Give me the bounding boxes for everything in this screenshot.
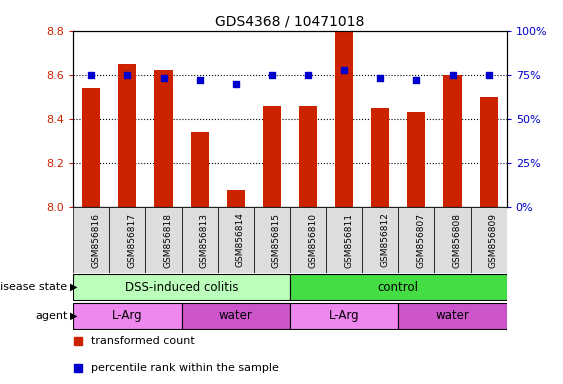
- Point: [195, 77, 204, 83]
- Point: [123, 72, 132, 78]
- Point: [339, 66, 348, 73]
- Point: [303, 72, 312, 78]
- Point: [448, 72, 457, 78]
- Bar: [408, 113, 426, 207]
- Bar: [109, 207, 145, 273]
- Bar: [73, 207, 109, 273]
- Text: GSM856815: GSM856815: [272, 213, 281, 268]
- Bar: [471, 207, 507, 273]
- Point: [231, 81, 240, 87]
- Bar: [154, 71, 172, 207]
- Title: GDS4368 / 10471018: GDS4368 / 10471018: [215, 14, 365, 28]
- Bar: [399, 207, 435, 273]
- Bar: [145, 207, 181, 273]
- Bar: [181, 207, 218, 273]
- Bar: [335, 31, 353, 207]
- Text: control: control: [378, 281, 419, 293]
- Bar: [82, 88, 100, 207]
- Bar: [73, 274, 290, 300]
- Text: disease state: disease state: [0, 282, 68, 292]
- Bar: [326, 207, 362, 273]
- Bar: [218, 207, 254, 273]
- Bar: [362, 207, 399, 273]
- Text: GSM856809: GSM856809: [489, 213, 498, 268]
- Bar: [73, 303, 181, 329]
- Text: transformed count: transformed count: [91, 336, 194, 346]
- Text: GSM856807: GSM856807: [417, 213, 426, 268]
- Bar: [290, 303, 399, 329]
- Bar: [444, 75, 462, 207]
- Bar: [399, 303, 507, 329]
- Text: GSM856813: GSM856813: [200, 213, 209, 268]
- Text: ▶: ▶: [70, 282, 78, 292]
- Point: [484, 72, 493, 78]
- Text: DSS-induced colitis: DSS-induced colitis: [125, 281, 238, 293]
- Bar: [435, 207, 471, 273]
- Bar: [118, 64, 136, 207]
- Text: GSM856814: GSM856814: [236, 213, 245, 268]
- Bar: [191, 132, 209, 207]
- Point: [412, 77, 421, 83]
- Text: GSM856812: GSM856812: [380, 213, 389, 268]
- Bar: [290, 274, 507, 300]
- Text: GSM856818: GSM856818: [163, 213, 172, 268]
- Text: percentile rank within the sample: percentile rank within the sample: [91, 362, 279, 373]
- Point: [87, 72, 96, 78]
- Point: [376, 75, 385, 81]
- Text: L-Arg: L-Arg: [329, 310, 359, 322]
- Text: GSM856816: GSM856816: [91, 213, 100, 268]
- Bar: [371, 108, 389, 207]
- Text: GSM856808: GSM856808: [453, 213, 462, 268]
- Bar: [480, 97, 498, 207]
- Text: L-Arg: L-Arg: [112, 310, 142, 322]
- Point: [159, 75, 168, 81]
- Text: GSM856811: GSM856811: [344, 213, 353, 268]
- Bar: [254, 207, 290, 273]
- Text: agent: agent: [35, 311, 68, 321]
- Text: water: water: [436, 310, 470, 322]
- Text: GSM856810: GSM856810: [308, 213, 317, 268]
- Bar: [290, 207, 326, 273]
- Bar: [181, 303, 290, 329]
- Bar: [263, 106, 281, 207]
- Point: [267, 72, 276, 78]
- Text: GSM856817: GSM856817: [127, 213, 136, 268]
- Text: water: water: [219, 310, 253, 322]
- Text: ▶: ▶: [70, 311, 78, 321]
- Bar: [227, 190, 245, 207]
- Bar: [299, 106, 317, 207]
